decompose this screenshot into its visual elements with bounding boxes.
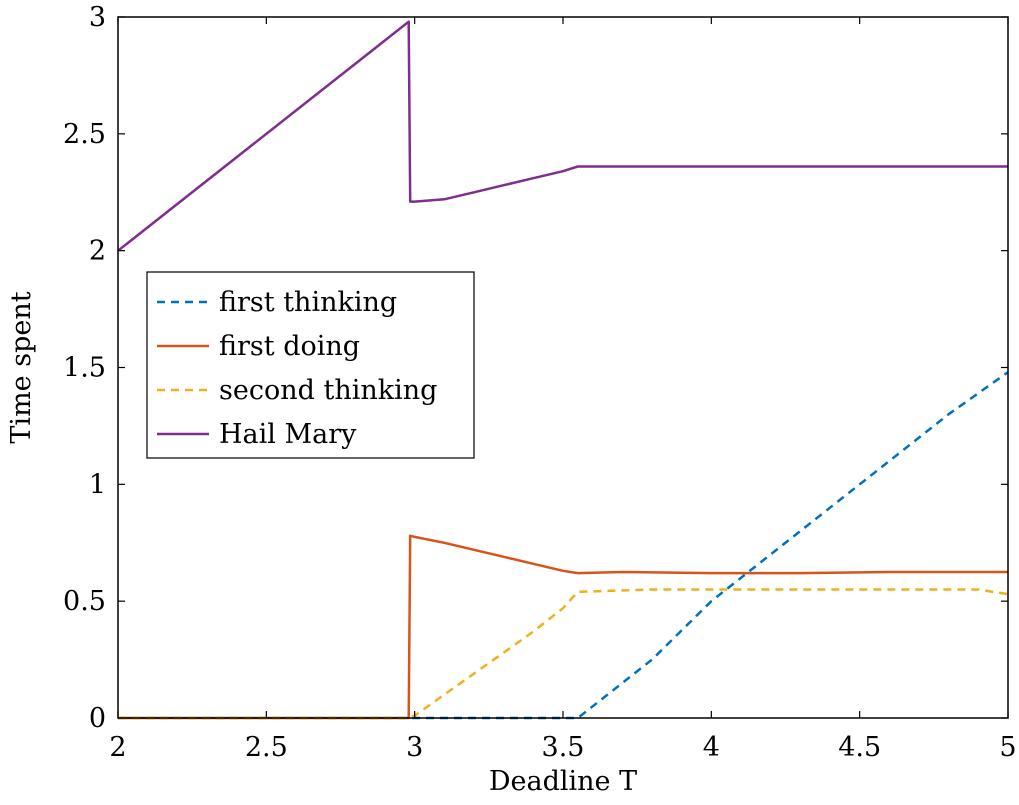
x-tick-label: 3.5	[542, 732, 585, 763]
y-axis-label: Time spent	[6, 291, 37, 443]
legend-label: first doing	[219, 331, 360, 362]
x-tick-label: 3	[406, 732, 423, 763]
x-tick-label: 2	[109, 732, 126, 763]
x-axis-label: Deadline T	[489, 766, 637, 797]
x-tick-label: 4	[703, 732, 720, 763]
axis-ticks: 2 2.5 3 3.5 4 4.5 5 0 0.5 1 1.5 2 2.5 3	[63, 2, 1017, 763]
x-tick-label: 5	[999, 732, 1016, 763]
x-tick-label: 2.5	[245, 732, 288, 763]
legend: first thinking first doing second thinking…	[146, 271, 475, 459]
y-tick-label: 0.5	[63, 586, 106, 617]
y-tick-label: 2	[89, 236, 106, 267]
x-tick-label: 4.5	[838, 732, 881, 763]
y-tick-label: 3	[89, 2, 106, 33]
series-line-first-doing	[118, 534, 1008, 720]
legend-label: Hail Mary	[219, 419, 357, 450]
y-tick-label: 2.5	[63, 119, 106, 150]
y-tick-label: 1	[89, 469, 106, 500]
y-tick-label: 0	[89, 703, 106, 734]
series-line-hail-mary	[117, 20, 1008, 252]
series-line-second-thinking	[118, 588, 1009, 720]
legend-label: first thinking	[219, 287, 397, 318]
legend-label: second thinking	[219, 375, 437, 406]
y-tick-label: 1.5	[63, 353, 106, 384]
